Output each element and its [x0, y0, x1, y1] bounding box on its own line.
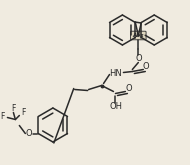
Text: OH: OH: [110, 102, 123, 111]
Text: O: O: [135, 54, 142, 63]
Text: O: O: [26, 129, 33, 138]
Text: F: F: [11, 104, 16, 113]
Text: O: O: [143, 62, 150, 71]
Text: F: F: [21, 108, 25, 117]
Text: HN: HN: [109, 69, 122, 78]
Text: F: F: [0, 112, 5, 121]
Text: Abs: Abs: [133, 33, 144, 38]
Text: O: O: [125, 84, 132, 93]
FancyBboxPatch shape: [131, 31, 146, 40]
